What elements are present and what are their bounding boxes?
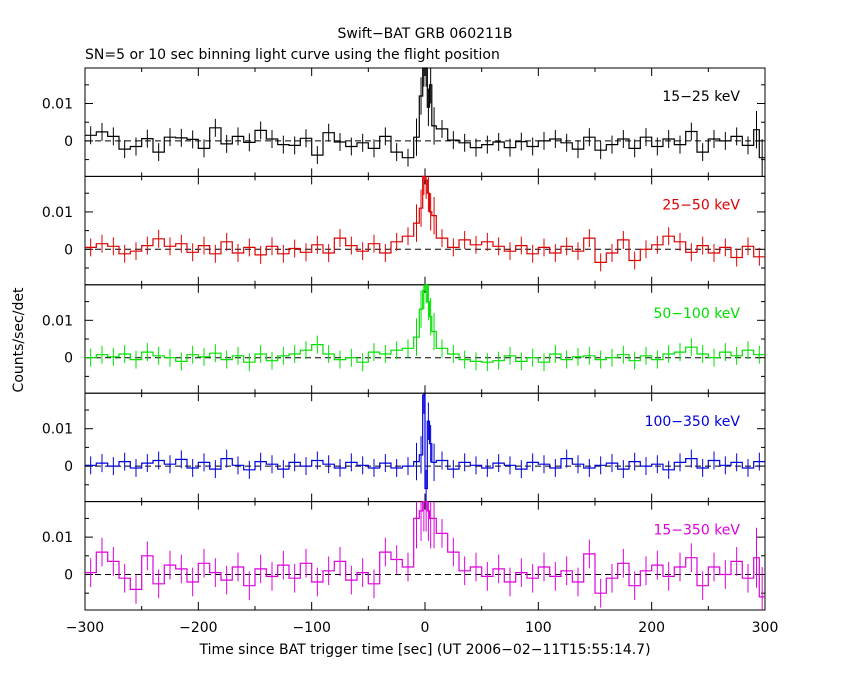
- x-tick-label: −300: [66, 620, 104, 636]
- series-label: 50−100 keV: [653, 306, 740, 322]
- panel-frame: [84, 284, 766, 394]
- y-tick-label: 0: [64, 134, 73, 150]
- panel-frame: [84, 501, 766, 611]
- series-label: 100−350 keV: [645, 414, 741, 430]
- y-axis-label: Counts/sec/det: [11, 287, 27, 392]
- series-label: 15−350 keV: [653, 523, 740, 539]
- series-label: 25−50 keV: [662, 197, 740, 213]
- series-label: 15−25 keV: [662, 89, 740, 105]
- y-tick-label: 0.01: [42, 313, 73, 329]
- x-tick-label: 0: [421, 620, 430, 636]
- x-tick-label: 300: [752, 620, 779, 636]
- x-tick-label: −200: [179, 620, 217, 636]
- x-tick-label: 200: [638, 620, 665, 636]
- panel-frame: [84, 175, 766, 286]
- chart-subtitle: SN=5 or 10 sec binning light curve using…: [85, 47, 500, 63]
- x-tick-label: 100: [525, 620, 552, 636]
- series-line: [85, 394, 765, 490]
- y-tick-label: 0.01: [42, 530, 73, 546]
- y-tick-label: 0.01: [42, 97, 73, 113]
- x-tick-label: −100: [292, 620, 330, 636]
- y-tick-label: 0: [64, 459, 73, 475]
- y-tick-label: 0.01: [42, 422, 73, 438]
- panels-group: 0 0.01 15−25 keV 0 0.01 25−50 keV 0 0.01 50−100 …: [42, 67, 779, 636]
- x-axis-label: Time since BAT trigger time [sec] (UT 20…: [198, 642, 650, 658]
- chart-title: Swift−BAT GRB 060211B: [338, 26, 513, 42]
- y-tick-label: 0: [64, 351, 73, 367]
- y-tick-label: 0: [64, 567, 73, 583]
- series-line: [85, 67, 765, 159]
- series-line: [85, 284, 765, 363]
- series-line: [85, 501, 765, 598]
- panel-frame: [84, 67, 766, 177]
- y-tick-label: 0: [64, 242, 73, 258]
- y-tick-label: 0.01: [42, 205, 73, 221]
